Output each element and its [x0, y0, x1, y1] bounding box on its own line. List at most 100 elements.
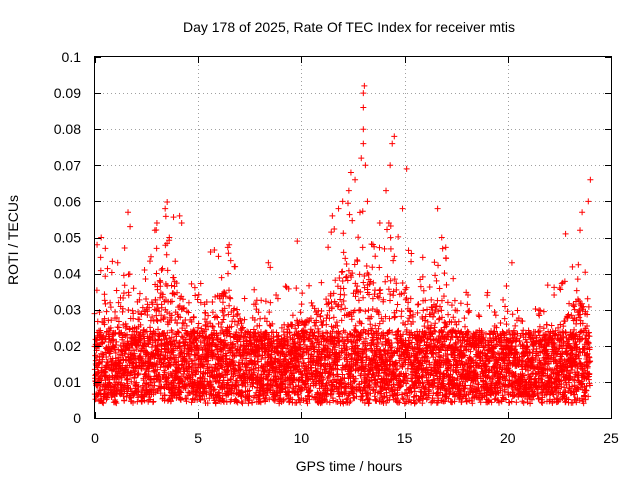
data-point	[290, 312, 296, 318]
data-point	[157, 278, 163, 284]
data-point	[165, 267, 171, 273]
data-point	[342, 255, 348, 261]
data-point	[355, 234, 361, 240]
data-point	[476, 312, 482, 318]
data-point	[443, 244, 449, 250]
data-point	[356, 297, 362, 303]
data-point	[360, 295, 366, 301]
data-point	[221, 313, 227, 319]
data-point	[458, 300, 464, 306]
data-point	[239, 326, 245, 332]
data-point	[452, 298, 458, 304]
data-point	[96, 309, 102, 315]
data-point	[345, 200, 351, 206]
roti-scatter-chart: 0 5 10 15 20 25 00.010.020.030.040.050.060.07…	[0, 0, 640, 480]
data-point	[408, 296, 414, 302]
data-point	[486, 303, 492, 309]
data-point	[427, 284, 433, 290]
data-point	[387, 297, 393, 303]
data-point	[417, 277, 423, 283]
data-point	[242, 295, 248, 301]
data-point	[450, 276, 456, 282]
data-point	[420, 307, 426, 313]
data-point	[163, 213, 169, 219]
data-point	[245, 400, 251, 406]
data-point	[360, 208, 366, 214]
data-point	[283, 283, 289, 289]
data-point	[169, 298, 175, 304]
data-points	[92, 83, 594, 407]
data-point	[135, 309, 141, 315]
data-point	[147, 258, 153, 264]
data-point	[353, 323, 359, 329]
data-point	[234, 312, 240, 318]
data-point	[234, 307, 240, 313]
data-point	[318, 280, 324, 286]
data-point	[376, 265, 382, 271]
data-point	[267, 300, 273, 306]
data-point	[369, 264, 375, 270]
data-point	[377, 245, 383, 251]
data-point	[170, 290, 176, 296]
data-point	[362, 308, 368, 314]
data-point	[293, 285, 299, 291]
data-point	[357, 209, 363, 215]
data-point	[443, 255, 449, 261]
data-point	[370, 306, 376, 312]
data-point	[232, 264, 238, 270]
data-point	[382, 246, 388, 252]
data-point	[298, 309, 304, 315]
data-point	[318, 308, 324, 314]
data-point	[196, 320, 202, 326]
data-point	[112, 309, 118, 315]
data-point	[364, 263, 370, 269]
data-point	[331, 226, 337, 232]
data-point	[130, 308, 136, 314]
data-point	[339, 269, 345, 275]
data-point	[445, 299, 451, 305]
data-point	[192, 285, 198, 291]
data-point	[360, 244, 366, 250]
data-point	[219, 275, 225, 281]
data-point	[215, 253, 221, 259]
data-point	[341, 292, 347, 298]
data-point	[105, 266, 111, 272]
data-point	[421, 288, 427, 294]
data-point	[210, 324, 216, 330]
data-point	[498, 320, 504, 326]
data-point	[325, 244, 331, 250]
data-point	[408, 259, 414, 265]
data-point	[354, 258, 360, 264]
data-point	[107, 300, 113, 306]
data-point	[180, 320, 186, 326]
data-point	[395, 234, 401, 240]
data-point	[415, 301, 421, 307]
data-point	[209, 299, 215, 305]
data-point	[449, 302, 455, 308]
data-point	[398, 313, 404, 319]
data-point	[435, 262, 441, 268]
data-point	[294, 317, 300, 323]
data-point	[432, 272, 438, 278]
data-point	[420, 254, 426, 260]
data-point	[225, 250, 231, 256]
data-point	[159, 301, 165, 307]
data-point	[344, 261, 350, 267]
data-point	[164, 252, 170, 258]
data-point	[154, 270, 160, 276]
data-point	[412, 388, 418, 394]
data-point	[464, 301, 470, 307]
data-point	[384, 227, 390, 233]
data-point	[312, 323, 318, 329]
data-point	[347, 212, 353, 218]
data-point	[239, 400, 245, 406]
data-point	[258, 297, 264, 303]
data-point	[225, 271, 231, 277]
data-point	[421, 323, 427, 329]
data-point	[364, 270, 370, 276]
data-point	[406, 247, 412, 253]
data-point	[323, 322, 329, 328]
data-point	[465, 308, 471, 314]
data-point	[390, 258, 396, 264]
data-point	[341, 286, 347, 292]
